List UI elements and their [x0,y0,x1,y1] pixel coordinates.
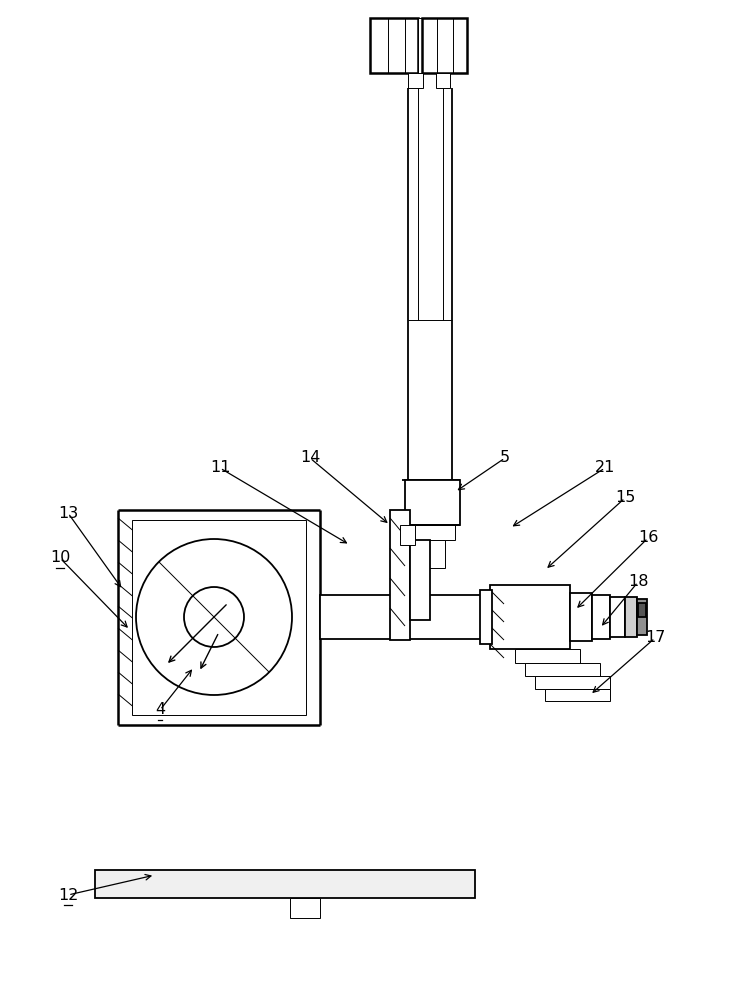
Bar [637,599,647,635]
Bar [625,597,637,637]
Text: 5: 5 [500,450,510,466]
Bar [320,595,540,639]
Text: 17: 17 [645,631,665,646]
Text: 12: 12 [58,888,78,902]
Bar [425,540,445,568]
Text: 4: 4 [155,702,165,718]
Bar [515,649,580,663]
Bar [418,18,422,73]
Text: 10: 10 [50,550,70,566]
Bar [545,689,610,701]
Bar [410,525,455,540]
Bar [290,898,320,918]
Bar [490,585,570,649]
Text: 13: 13 [58,506,78,520]
Bar [592,595,610,639]
Bar [390,510,410,640]
Bar [638,603,646,617]
Bar [422,18,467,73]
Text: 11: 11 [210,460,231,476]
Bar [95,870,475,898]
Bar [570,593,592,641]
Bar [400,525,415,545]
Bar [132,520,306,715]
Bar [525,663,600,676]
Text: 16: 16 [638,530,658,546]
Text: 21: 21 [595,460,615,476]
Bar [405,480,460,525]
Bar [480,590,492,644]
Bar [610,597,625,637]
Bar [535,676,610,689]
Bar [408,73,423,88]
Text: 15: 15 [615,490,636,506]
Bar [410,540,430,620]
Bar [436,73,450,88]
Text: 18: 18 [627,574,648,589]
Text: 14: 14 [300,450,320,466]
Bar [370,18,418,73]
